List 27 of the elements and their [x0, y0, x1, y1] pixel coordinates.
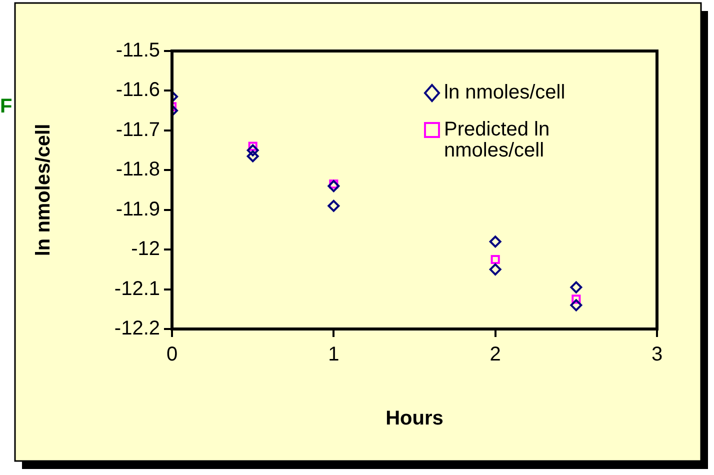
- x-axis-title: Hours: [386, 408, 444, 430]
- x-tick-label: 1: [328, 344, 340, 366]
- point: [490, 254, 500, 264]
- point: [570, 299, 582, 312]
- x-tick-label: 0: [166, 344, 178, 366]
- y-tick-label: -11.8: [116, 158, 160, 181]
- point: [570, 281, 582, 294]
- point: [489, 263, 502, 276]
- y-axis-title: ln nmoles/cell: [32, 124, 55, 256]
- point: [246, 144, 259, 156]
- legend-label: ln nmoles/cell: [444, 82, 566, 104]
- legend-label: Predicted ln nmoles/cell: [444, 118, 550, 162]
- y-tick-label: -12: [131, 238, 160, 260]
- point: [328, 200, 340, 212]
- y-tick-label: -11.7: [116, 118, 160, 141]
- point: [246, 150, 259, 162]
- point: [489, 236, 502, 248]
- y-tick-label: -12.1: [114, 278, 160, 300]
- y-tick-label: -11.6: [116, 79, 160, 102]
- text: F: [0, 96, 12, 118]
- point: [328, 180, 340, 192]
- y-tick-label: -11.9: [116, 198, 160, 220]
- x-tick-label: 3: [651, 344, 663, 366]
- y-tick-label: -11.5: [116, 40, 160, 62]
- point: [572, 294, 581, 304]
- y-tick-label: -12.2: [114, 318, 160, 340]
- x-tick-label: 2: [490, 344, 501, 366]
